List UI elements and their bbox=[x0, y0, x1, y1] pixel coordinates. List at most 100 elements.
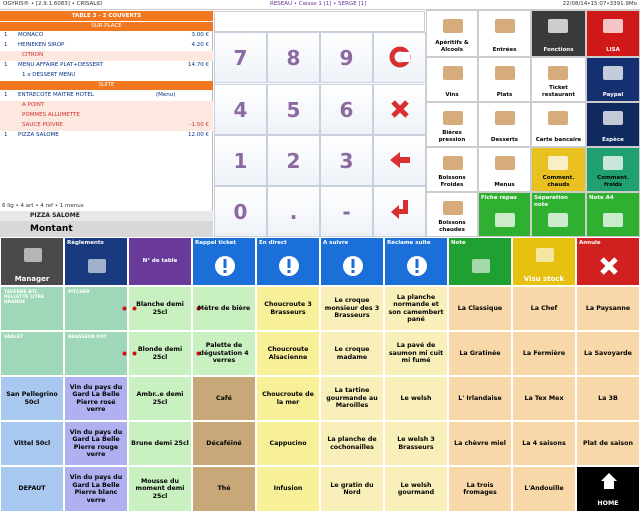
function-button[interactable]: Note bbox=[448, 237, 512, 286]
keypad-key[interactable]: 8 bbox=[267, 32, 320, 83]
category-tile[interactable]: Menus bbox=[478, 147, 531, 192]
product-button[interactable]: Choucroute Alsacienne bbox=[256, 331, 320, 376]
category-label: LISA bbox=[606, 46, 620, 53]
category-tile[interactable]: Carte bancaire bbox=[531, 102, 586, 147]
keypad-key[interactable]: 3 bbox=[320, 135, 373, 186]
product-button[interactable]: Plat de saison bbox=[576, 421, 640, 466]
keypad-key[interactable]: 2 bbox=[267, 135, 320, 186]
category-tile[interactable]: Fiche repas bbox=[478, 192, 531, 237]
product-button[interactable]: TAVERNE BTL PELLETTE LITRE GRANDE bbox=[0, 286, 64, 331]
function-button[interactable]: Rappel ticket bbox=[192, 237, 256, 286]
keypad-key[interactable]: . bbox=[267, 186, 320, 237]
product-button[interactable]: La tartine gourmande au Maroilles bbox=[320, 376, 384, 421]
ticket-line: 1 MENU AFFAIRE PLAT+DESSERT 14.70 € bbox=[0, 61, 213, 71]
product-button[interactable]: Choucroute de la mer bbox=[256, 376, 320, 421]
product-button[interactable]: La 4 saisons bbox=[512, 421, 576, 466]
product-button[interactable]: Thé bbox=[192, 466, 256, 512]
category-tile[interactable]: Entrées bbox=[478, 10, 531, 57]
product-button[interactable]: La Fermière bbox=[512, 331, 576, 376]
category-tile[interactable]: Comment. froids bbox=[586, 147, 640, 192]
product-button[interactable]: Café bbox=[192, 376, 256, 421]
product-button[interactable]: Brune demi 25cl bbox=[128, 421, 192, 466]
product-button[interactable]: VARLET bbox=[0, 331, 64, 376]
product-button[interactable]: La 3B bbox=[576, 376, 640, 421]
keypad-action[interactable] bbox=[373, 135, 426, 186]
product-button[interactable]: La Chef bbox=[512, 286, 576, 331]
product-button[interactable]: Le croque monsieur des 3 Brasseurs bbox=[320, 286, 384, 331]
category-tile[interactable]: Espèce bbox=[586, 102, 640, 147]
function-button[interactable]: Visu stock bbox=[512, 237, 576, 286]
category-tile[interactable]: Boissons Froides bbox=[426, 147, 478, 192]
product-button[interactable]: Le welsh gourmand bbox=[384, 466, 448, 512]
product-button[interactable]: San Pellegrino 50cl bbox=[0, 376, 64, 421]
function-button[interactable]: Règlements bbox=[64, 237, 128, 286]
category-tile[interactable]: Fonctions bbox=[531, 10, 586, 57]
category-tile[interactable]: LISA bbox=[586, 10, 640, 57]
category-tile[interactable]: Comment. chauds bbox=[531, 147, 586, 192]
product-button[interactable]: Le croque madame bbox=[320, 331, 384, 376]
product-button[interactable]: La planche de cochonailles bbox=[320, 421, 384, 466]
category-tile[interactable]: Paypal bbox=[586, 57, 640, 102]
keypad-key[interactable]: 1 bbox=[214, 135, 267, 186]
category-tile[interactable]: Boissons chaudes bbox=[426, 192, 478, 237]
product-label: La Paysanne bbox=[585, 304, 631, 312]
product-button[interactable]: La Paysanne bbox=[576, 286, 640, 331]
function-button[interactable]: En direct bbox=[256, 237, 320, 286]
product-button[interactable]: Mètre de bière bbox=[192, 286, 256, 331]
category-tile[interactable]: Desserts bbox=[478, 102, 531, 147]
product-button[interactable]: Blanche demi 25cl bbox=[128, 286, 192, 331]
keypad-key[interactable]: 9 bbox=[320, 32, 373, 83]
product-button[interactable]: L' Irlandaise bbox=[448, 376, 512, 421]
product-button[interactable]: Palette de dégustation 4 verres bbox=[192, 331, 256, 376]
keypad-key[interactable]: 0 bbox=[214, 186, 267, 237]
keypad-key[interactable]: - bbox=[320, 186, 373, 237]
function-button[interactable]: A suivre bbox=[320, 237, 384, 286]
product-button[interactable]: Blonde demi 25cl bbox=[128, 331, 192, 376]
category-tile[interactable]: Apéritifs & Alcools bbox=[426, 10, 478, 57]
product-button[interactable]: La chèvre miel bbox=[448, 421, 512, 466]
category-tile[interactable]: Ticket restaurant bbox=[531, 57, 586, 102]
product-button[interactable]: La pavé de saumon mi cuit mi fumé bbox=[384, 331, 448, 376]
product-button[interactable]: Le welsh 3 Brasseurs bbox=[384, 421, 448, 466]
category-tile[interactable]: Séparation note bbox=[531, 192, 586, 237]
product-button[interactable]: La Savoyarde bbox=[576, 331, 640, 376]
product-button[interactable]: Vittel 50cl bbox=[0, 421, 64, 466]
product-button[interactable]: Choucroute 3 Brasseurs bbox=[256, 286, 320, 331]
product-button[interactable]: Vin du pays du Gard La Belle Pierre blan… bbox=[64, 466, 128, 512]
keypad-action[interactable] bbox=[373, 186, 426, 237]
category-tile[interactable]: Plats bbox=[478, 57, 531, 102]
function-button[interactable]: Manager bbox=[0, 237, 64, 286]
product-button[interactable]: Mousse du moment demi 25cl bbox=[128, 466, 192, 512]
product-button[interactable]: La Classique bbox=[448, 286, 512, 331]
product-button[interactable]: Le gratin du Nord bbox=[320, 466, 384, 512]
product-button[interactable]: La Gratinée bbox=[448, 331, 512, 376]
keypad-key[interactable]: 7 bbox=[214, 32, 267, 83]
product-button[interactable]: Vin du pays du Gard La Belle Pierre rosé… bbox=[64, 376, 128, 421]
keypad-key[interactable]: 4 bbox=[214, 84, 267, 135]
product-button[interactable]: Cappucino bbox=[256, 421, 320, 466]
keypad-action[interactable] bbox=[373, 32, 426, 83]
keypad-key[interactable]: 6 bbox=[320, 84, 373, 135]
keypad-action[interactable] bbox=[373, 84, 426, 135]
category-tile[interactable]: Vins bbox=[426, 57, 478, 102]
function-button[interactable]: N° de table bbox=[128, 237, 192, 286]
category-tile[interactable]: Note A4 bbox=[586, 192, 640, 237]
product-button[interactable]: La planche normande et son camembert pan… bbox=[384, 286, 448, 331]
product-button[interactable]: Ambr..e demi 25cl bbox=[128, 376, 192, 421]
product-button[interactable]: L'Andouille bbox=[512, 466, 576, 512]
product-button[interactable]: Le welsh bbox=[384, 376, 448, 421]
product-button[interactable]: BRASSEUR POT bbox=[64, 331, 128, 376]
function-button[interactable]: Réclame suite bbox=[384, 237, 448, 286]
keypad-key[interactable]: 5 bbox=[267, 84, 320, 135]
product-button[interactable]: DEFAUT bbox=[0, 466, 64, 512]
section-header: SUITE bbox=[0, 81, 213, 90]
function-button[interactable]: Annule bbox=[576, 237, 640, 286]
product-button[interactable]: Décaféiné bbox=[192, 421, 256, 466]
product-button[interactable]: Infusion bbox=[256, 466, 320, 512]
product-button[interactable]: Vin du pays du Gard La Belle Pierre roug… bbox=[64, 421, 128, 466]
category-tile[interactable]: Bières pression bbox=[426, 102, 478, 147]
product-button[interactable]: La trois fromages bbox=[448, 466, 512, 512]
product-button[interactable]: PITCHER bbox=[64, 286, 128, 331]
product-button[interactable]: HOME bbox=[576, 466, 640, 512]
product-button[interactable]: La Tex Mex bbox=[512, 376, 576, 421]
